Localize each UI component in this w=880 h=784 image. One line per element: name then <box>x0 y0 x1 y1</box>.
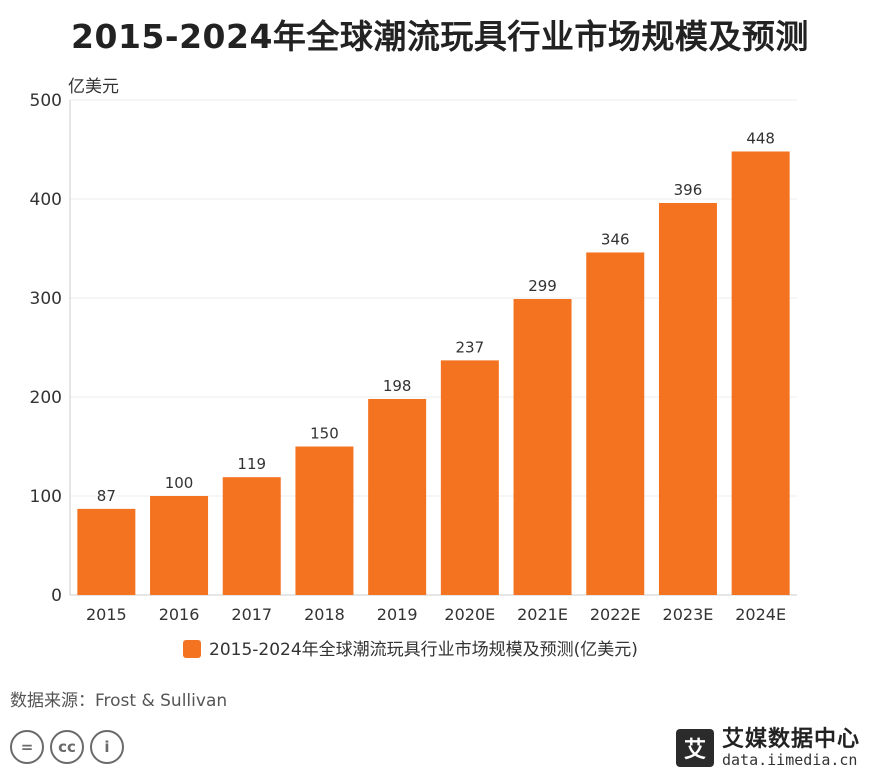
legend-swatch <box>183 640 201 658</box>
x-tick-label: 2022E <box>590 605 641 624</box>
y-tick-label: 500 <box>30 91 62 111</box>
data-source: 数据来源：Frost & Sullivan <box>10 691 228 711</box>
x-tick-label: 2017 <box>231 605 272 624</box>
brand-logo: 艾 艾媒数据中心 data.iimedia.cn <box>675 727 860 770</box>
bar-value-label: 448 <box>746 129 775 147</box>
bar-value-label: 237 <box>456 338 485 356</box>
x-tick-label: 2016 <box>159 605 200 624</box>
brand-mark-icon: 艾 <box>675 729 714 768</box>
bar <box>222 477 281 595</box>
y-axis-label: 亿美元 <box>68 77 119 97</box>
bar-value-label: 100 <box>165 474 194 492</box>
bar-chart: 0 100 200 300 400 500 亿美元 87 2015 100 2016 119 2017 1… <box>30 77 797 660</box>
bar-value-label: 346 <box>601 230 630 248</box>
bar-value-label: 150 <box>310 425 339 443</box>
cc-icon: cc <box>50 730 84 764</box>
x-tick-label: 2020E <box>444 605 495 624</box>
equals-icon: = <box>10 730 44 764</box>
person-icon: i <box>90 730 124 764</box>
x-tick-label: 2015 <box>86 605 127 624</box>
bar-value-label: 119 <box>237 455 266 473</box>
bar-value-label: 87 <box>97 487 116 505</box>
brand-name: 艾媒数据中心 <box>721 727 860 752</box>
bar <box>295 446 354 595</box>
legend-label: 2015-2024年全球潮流玩具行业市场规模及预测(亿美元) <box>209 640 638 660</box>
bar <box>731 151 790 596</box>
bar <box>658 202 717 595</box>
y-tick-label: 100 <box>30 487 62 507</box>
bar-value-label: 198 <box>383 377 412 395</box>
license-icons: = cc i <box>10 730 124 764</box>
y-tick-label: 400 <box>30 190 62 210</box>
x-tick-label: 2023E <box>663 605 714 624</box>
x-tick-label: 2021E <box>517 605 568 624</box>
bar <box>586 252 645 595</box>
bar <box>368 398 427 595</box>
bar <box>513 298 572 595</box>
y-tick-label: 300 <box>30 289 62 309</box>
brand-url: data.iimedia.cn <box>721 751 858 770</box>
bar <box>150 496 209 595</box>
chart-title: 2015-2024年全球潮流玩具行业市场规模及预测 <box>71 17 809 56</box>
bar-value-label: 396 <box>674 181 703 199</box>
x-tick-label: 2024E <box>735 605 786 624</box>
bar-value-label: 299 <box>528 277 557 295</box>
y-tick-label: 200 <box>30 388 62 408</box>
x-tick-label: 2018 <box>304 605 345 624</box>
bar <box>77 508 136 595</box>
y-tick-label: 0 <box>51 586 62 606</box>
bar <box>440 360 499 595</box>
x-tick-label: 2019 <box>377 605 418 624</box>
